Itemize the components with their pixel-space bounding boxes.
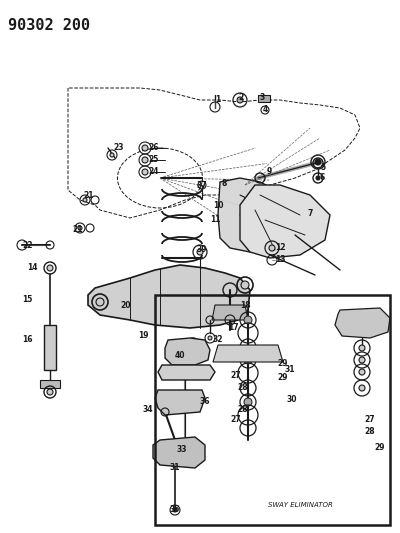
Text: 32: 32 [213, 335, 224, 344]
Text: 10: 10 [213, 201, 224, 211]
Circle shape [359, 357, 365, 363]
Polygon shape [153, 437, 205, 468]
Text: 9: 9 [267, 167, 272, 176]
Polygon shape [158, 365, 215, 380]
Bar [155, 295, 390, 525]
Text: 35: 35 [170, 505, 180, 514]
Text: 19: 19 [138, 330, 148, 340]
Polygon shape [240, 185, 330, 258]
Circle shape [190, 342, 196, 348]
Text: 14: 14 [27, 263, 38, 272]
Polygon shape [218, 178, 295, 252]
Text: 27: 27 [230, 416, 241, 424]
Text: 29: 29 [277, 359, 288, 367]
Circle shape [359, 385, 365, 391]
Text: 1: 1 [215, 95, 220, 104]
Text: 15: 15 [22, 295, 32, 304]
Circle shape [244, 316, 252, 324]
Text: 36: 36 [200, 398, 210, 407]
Text: 21: 21 [83, 190, 94, 199]
Text: 31: 31 [285, 366, 296, 375]
Text: 26: 26 [148, 143, 158, 152]
Text: 21: 21 [72, 225, 82, 235]
Text: 34: 34 [143, 406, 154, 415]
Circle shape [208, 336, 212, 340]
Circle shape [47, 265, 53, 271]
Polygon shape [213, 345, 283, 362]
Text: 40: 40 [175, 351, 186, 359]
Circle shape [241, 281, 249, 289]
Circle shape [142, 169, 148, 175]
Text: 11: 11 [210, 215, 220, 224]
Text: 33: 33 [177, 446, 188, 455]
Text: 28: 28 [237, 383, 248, 392]
Text: 24: 24 [148, 167, 158, 176]
Text: 8: 8 [222, 179, 227, 188]
Circle shape [96, 298, 104, 306]
Polygon shape [88, 265, 250, 328]
Text: 39: 39 [197, 246, 208, 254]
Text: 4: 4 [263, 106, 268, 115]
Text: 7: 7 [308, 208, 313, 217]
Circle shape [142, 157, 148, 163]
Polygon shape [155, 390, 205, 415]
Text: 29: 29 [277, 374, 288, 383]
Text: 18: 18 [240, 302, 251, 311]
Text: 16: 16 [22, 335, 32, 344]
Circle shape [244, 356, 252, 364]
Text: 29: 29 [374, 442, 384, 451]
Circle shape [316, 176, 320, 180]
Polygon shape [335, 308, 390, 338]
Text: 25: 25 [148, 156, 158, 165]
Circle shape [78, 226, 82, 230]
Circle shape [359, 345, 365, 351]
Circle shape [197, 249, 203, 255]
Polygon shape [212, 305, 248, 320]
Text: 22: 22 [22, 240, 32, 249]
Circle shape [269, 245, 275, 251]
Text: 27: 27 [364, 416, 375, 424]
Circle shape [315, 159, 321, 165]
Circle shape [173, 508, 177, 512]
Text: 27: 27 [230, 370, 241, 379]
Text: 31: 31 [170, 464, 180, 472]
Text: 5: 5 [320, 163, 325, 172]
Circle shape [359, 369, 365, 375]
Circle shape [237, 97, 243, 103]
Text: 90302 200: 90302 200 [8, 18, 90, 33]
Text: 28: 28 [237, 406, 248, 415]
Circle shape [83, 198, 87, 202]
Text: 2: 2 [238, 93, 243, 101]
Circle shape [110, 153, 114, 157]
Text: 28: 28 [364, 427, 375, 437]
Text: 12: 12 [275, 243, 286, 252]
Text: 30: 30 [287, 395, 298, 405]
Bar [258, 95, 270, 102]
Text: 37: 37 [197, 181, 208, 190]
Text: 20: 20 [120, 301, 130, 310]
Polygon shape [165, 338, 210, 365]
Bar [40, 380, 60, 388]
Text: 3: 3 [260, 93, 265, 101]
Text: 17: 17 [228, 324, 239, 333]
Circle shape [244, 398, 252, 406]
Text: 23: 23 [113, 142, 124, 151]
Circle shape [142, 145, 148, 151]
Bar [44, 325, 56, 370]
Circle shape [47, 389, 53, 395]
Text: SWAY ELIMINATOR: SWAY ELIMINATOR [268, 502, 332, 508]
Text: 6: 6 [320, 174, 325, 182]
Text: 13: 13 [275, 255, 286, 264]
